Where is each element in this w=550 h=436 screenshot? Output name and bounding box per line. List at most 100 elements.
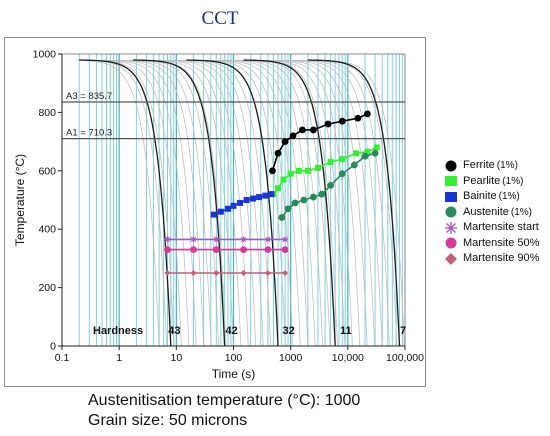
cooling-curve — [225, 59, 309, 347]
cooling-curve-bold — [243, 59, 336, 347]
data-point — [350, 161, 358, 169]
y-tick-label: 1000 — [33, 49, 57, 61]
cooling-curve — [180, 59, 264, 347]
data-point — [250, 195, 257, 202]
cooling-curve — [128, 59, 212, 347]
data-point — [310, 126, 317, 134]
data-point — [287, 170, 294, 177]
data-point — [164, 270, 171, 276]
legend-marker-icon — [445, 221, 457, 234]
data-point — [264, 246, 272, 254]
cooling-curve — [269, 59, 353, 347]
data-point — [190, 236, 197, 243]
data-point — [314, 164, 321, 171]
data-point — [310, 193, 317, 201]
legend-label: Martensite start — [463, 221, 539, 233]
x-tick-label: 10,000 — [332, 352, 364, 364]
data-point — [264, 236, 271, 243]
series-martensite-50- — [164, 246, 289, 254]
data-point — [371, 149, 379, 157]
cooling-curve — [165, 59, 249, 347]
axes: 0 200 400 600 800 1000 0.1 1 10 100 1000 10,000 100,… — [13, 49, 424, 382]
data-point — [373, 144, 380, 151]
legend-percent: (1%) — [510, 206, 532, 218]
legend-label: Bainite — [463, 190, 497, 202]
data-point — [256, 194, 263, 201]
legend-label: Austenite — [463, 205, 509, 218]
legend-marker — [445, 206, 457, 218]
data-point — [327, 182, 335, 189]
data-point — [338, 117, 346, 125]
data-point — [230, 202, 237, 209]
hardness-label: Hardness — [93, 325, 143, 337]
a3-label: A3 = 835.7 — [66, 91, 112, 102]
grain-size-caption: Grain size: 50 microns — [88, 412, 248, 429]
hardness-value: 43 — [168, 325, 180, 337]
series-bainite — [210, 191, 275, 218]
legend-label: Ferrite — [463, 159, 495, 171]
plot-frame — [4, 37, 426, 387]
data-point — [324, 120, 332, 128]
data-point — [354, 114, 362, 122]
hardness-value: 42 — [225, 325, 237, 337]
series-martensite-start — [164, 236, 289, 243]
series-martensite-90- — [164, 270, 289, 276]
data-point — [296, 167, 303, 174]
cooling-curve-bold — [186, 59, 279, 347]
legend: Ferrite (1%) Pearlite (1%) Bainite (1%) Austen… — [444, 158, 539, 267]
cooling-curve — [98, 59, 182, 347]
legend-item: Pearlite (1%) — [444, 174, 539, 190]
data-point — [190, 246, 197, 254]
cooling-curve — [277, 59, 361, 347]
legend-marker — [445, 237, 457, 249]
legend-marker — [445, 221, 457, 234]
data-point — [164, 236, 171, 243]
x-tick-label: 0.1 — [55, 352, 70, 364]
data-point — [224, 205, 231, 212]
data-point — [274, 185, 281, 192]
a1-label: A1 = 710.3 — [66, 128, 112, 139]
legend-item: Bainite (1%) — [444, 189, 539, 205]
data-point — [243, 197, 250, 203]
cooling-curve — [173, 59, 257, 347]
cooling-curve-bold — [133, 59, 226, 347]
chart-title: CCT — [201, 8, 239, 29]
data-point — [240, 236, 247, 243]
data-point — [318, 190, 326, 198]
data-point — [210, 211, 217, 218]
data-point — [268, 191, 275, 198]
legend-label: Martensite 50% — [463, 236, 540, 249]
data-point — [281, 246, 289, 254]
legend-marker — [445, 252, 457, 265]
series-layer — [164, 110, 380, 276]
data-point — [284, 205, 292, 213]
legend-marker-icon — [445, 237, 457, 249]
x-tick-label: 1000 — [279, 352, 303, 364]
data-point — [164, 246, 171, 254]
data-point — [237, 199, 244, 206]
austenitisation-caption: Austenitisation temperature (°C): 1000 — [88, 392, 361, 409]
cooling-curve — [135, 59, 219, 347]
data-point — [291, 199, 299, 207]
data-point — [327, 159, 334, 166]
data-point — [278, 214, 286, 221]
x-tick-label: 10 — [170, 352, 182, 364]
cooling-curve — [143, 59, 227, 347]
cooling-curve — [202, 59, 286, 347]
cooling-curve — [106, 59, 190, 347]
cooling-curve — [217, 59, 301, 347]
legend-percent: (1%) — [502, 175, 524, 187]
data-point — [289, 132, 297, 140]
legend-item: Martensite 50% — [444, 236, 539, 252]
data-point — [213, 236, 220, 243]
reference-lines: A3 = 835.7 A1 = 710.3 — [62, 91, 405, 140]
data-point — [269, 167, 276, 175]
legend-marker-icon — [445, 252, 457, 265]
data-point — [213, 270, 220, 276]
x-tick-label: 1 — [116, 352, 122, 364]
data-point — [281, 138, 289, 146]
hardness-value: 11 — [340, 325, 352, 337]
legend-item: Martensite 90% — [444, 251, 539, 267]
data-point — [339, 156, 346, 163]
